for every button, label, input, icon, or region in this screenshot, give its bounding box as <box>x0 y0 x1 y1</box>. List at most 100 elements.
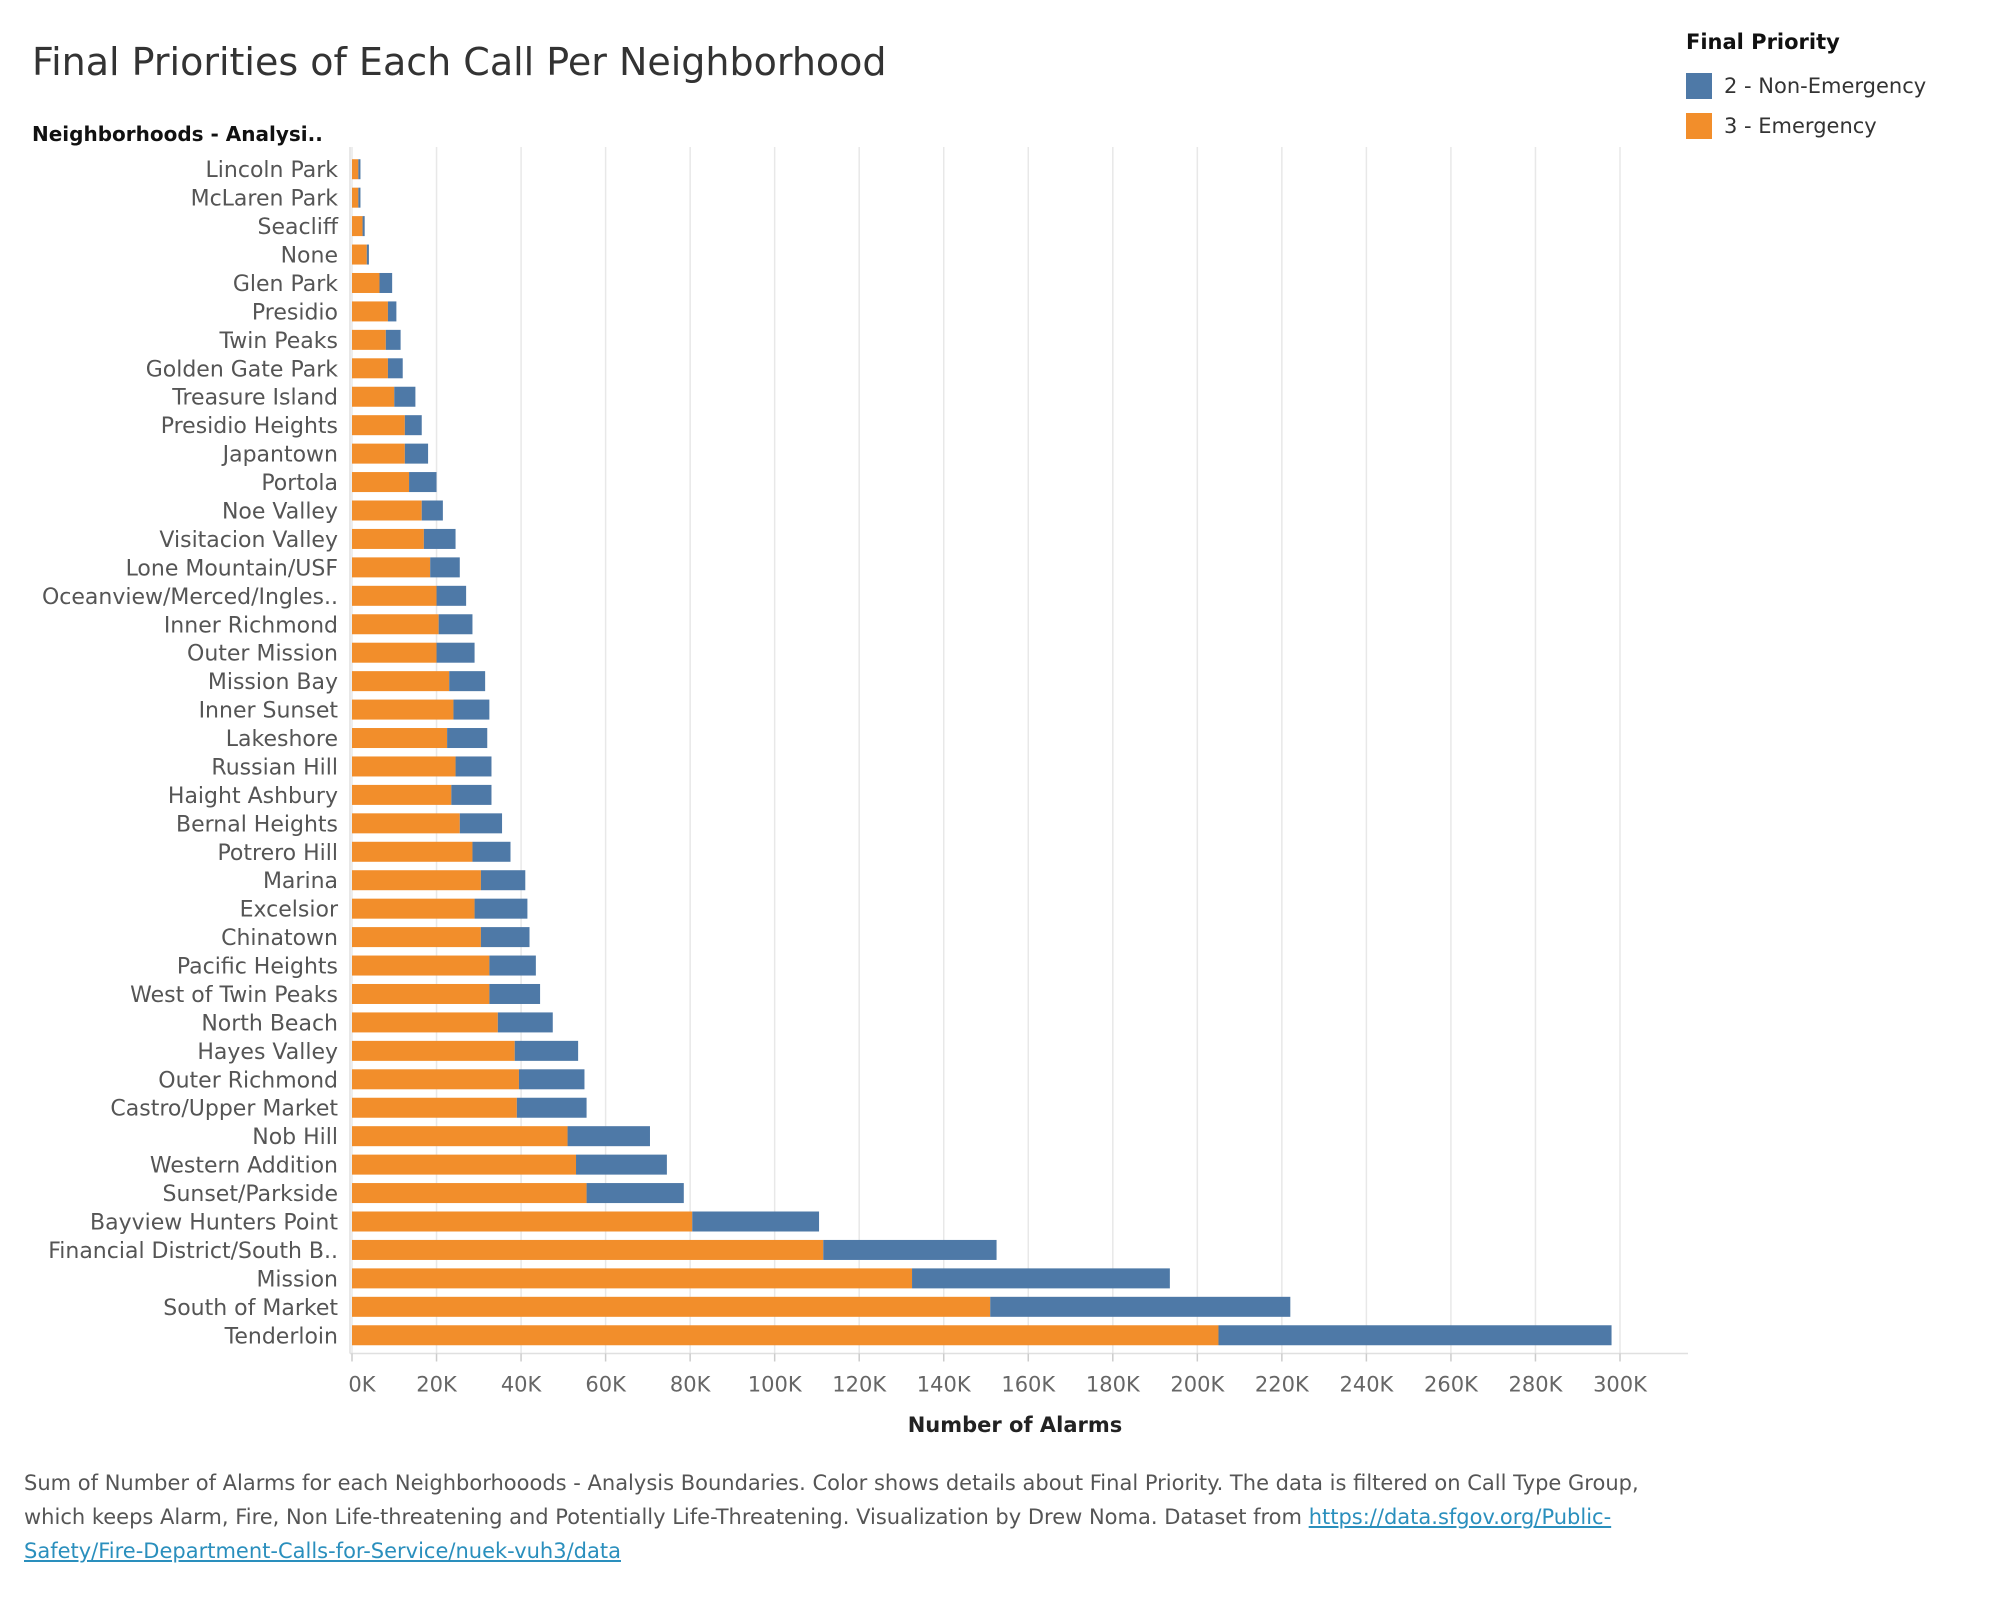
x-tick-label: 220K <box>1255 1372 1310 1396</box>
x-tick-label: 100K <box>748 1372 803 1396</box>
category-label: Lone Mountain/USF <box>126 556 338 581</box>
bar-emergency <box>352 955 490 976</box>
bar-non-emergency <box>586 1183 684 1204</box>
bar-emergency <box>352 216 363 237</box>
category-label: Seacliff <box>258 215 339 240</box>
bar-chart: 0K 20K 40K 60K 80K 100K 120K 140K 160K 180K 200K 22… <box>42 147 1688 1437</box>
bar-emergency <box>352 1154 577 1175</box>
category-label: Western Addition <box>150 1154 338 1179</box>
category-label: Visitacion Valley <box>159 528 338 553</box>
bar-non-emergency <box>447 728 488 749</box>
category-label: Golden Gate Park <box>146 357 339 382</box>
category-label: Mission <box>256 1267 338 1292</box>
x-tick-label: 120K <box>832 1372 887 1396</box>
category-label: Lincoln Park <box>206 158 339 183</box>
bar-emergency <box>352 642 437 663</box>
bar-emergency <box>352 358 388 379</box>
category-label: Japantown <box>221 443 338 468</box>
category-label: North Beach <box>201 1011 338 1036</box>
category-label: Oceanview/Merced/Ingles.. <box>42 585 338 610</box>
category-label: Mission Bay <box>208 670 338 695</box>
category-label: Chinatown <box>221 926 338 951</box>
category-label: Presidio Heights <box>161 414 338 439</box>
bar-non-emergency <box>912 1268 1170 1289</box>
bar-non-emergency <box>430 557 460 578</box>
category-label: Inner Sunset <box>199 699 339 724</box>
bar-emergency <box>352 841 473 862</box>
legend-item-emergency[interactable]: 3 - Emergency <box>1686 106 1926 146</box>
bar-emergency <box>352 386 395 407</box>
bar-emergency <box>352 472 410 493</box>
category-label: Sunset/Parkside <box>162 1182 338 1207</box>
bar-non-emergency <box>990 1296 1291 1317</box>
category-label: McLaren Park <box>191 187 339 212</box>
category-label: Nob Hill <box>252 1125 338 1150</box>
x-tick-label: 160K <box>1001 1372 1056 1396</box>
caption: Sum of Number of Alarms for each Neighbo… <box>24 1466 1684 1568</box>
category-label: Outer Richmond <box>158 1068 338 1093</box>
x-tick-label: 200K <box>1170 1372 1225 1396</box>
bar-non-emergency <box>379 272 393 293</box>
bar-emergency <box>352 329 386 350</box>
bar-emergency <box>352 1040 515 1061</box>
bar-non-emergency <box>409 472 437 493</box>
legend-label: 3 - Emergency <box>1724 114 1877 138</box>
dataset-link[interactable]: https://data.sfgov.org/Public-Safety/Fir… <box>24 1505 1612 1563</box>
bar-emergency <box>352 870 481 891</box>
bar-non-emergency <box>438 614 473 635</box>
category-label: Bernal Heights <box>176 812 338 837</box>
bar-non-emergency <box>472 841 511 862</box>
legend-swatch-emergency <box>1686 113 1712 139</box>
bar-emergency <box>352 784 452 805</box>
category-label: Inner Richmond <box>164 613 338 638</box>
bar-non-emergency <box>404 443 429 464</box>
bar-emergency <box>352 159 359 180</box>
bar-emergency <box>352 301 388 322</box>
bar-emergency <box>352 187 359 208</box>
row-axis-header[interactable]: Neighborhoods - Analysi.. <box>32 122 323 146</box>
bar-non-emergency <box>423 528 456 549</box>
bar-non-emergency <box>480 927 530 948</box>
bar-non-emergency <box>362 216 365 237</box>
bar-non-emergency <box>489 955 536 976</box>
bar-emergency <box>352 728 448 749</box>
bar-emergency <box>352 1069 519 1090</box>
x-tick-label: 240K <box>1339 1372 1394 1396</box>
legend-item-non-emergency[interactable]: 2 - Non-Emergency <box>1686 66 1926 106</box>
bar-emergency <box>352 1211 693 1232</box>
bar-emergency <box>352 1325 1219 1346</box>
category-label: Castro/Upper Market <box>110 1097 338 1122</box>
bar-non-emergency <box>1218 1325 1612 1346</box>
category-label: Treasure Island <box>171 386 338 411</box>
bar-emergency <box>352 699 454 720</box>
bar-emergency <box>352 528 424 549</box>
bar-emergency <box>352 898 475 919</box>
category-label: Tenderloin <box>224 1324 338 1349</box>
x-tick-label: 260K <box>1424 1372 1479 1396</box>
bar-non-emergency <box>451 784 492 805</box>
bar-emergency <box>352 671 450 692</box>
x-tick-label: 0K <box>348 1372 376 1396</box>
category-label: Bayview Hunters Point <box>90 1211 338 1236</box>
category-label: Twin Peaks <box>218 329 338 354</box>
bar-emergency <box>352 272 380 293</box>
category-label: Financial District/South B.. <box>48 1239 338 1264</box>
category-label: Outer Mission <box>187 642 338 667</box>
bar-emergency <box>352 443 405 464</box>
category-label: Potrero Hill <box>217 841 338 866</box>
bar-non-emergency <box>480 870 526 891</box>
bar-non-emergency <box>436 642 475 663</box>
bar-non-emergency <box>567 1126 650 1147</box>
legend-label: 2 - Non-Emergency <box>1724 74 1927 98</box>
bar-non-emergency <box>518 1069 585 1090</box>
x-axis-title: Number of Alarms <box>908 1413 1123 1437</box>
category-label: Excelsior <box>240 898 339 923</box>
bar-non-emergency <box>358 159 361 180</box>
bar-emergency <box>352 1239 824 1260</box>
caption-text: Sum of Number of Alarms for each Neighbo… <box>24 1471 1639 1529</box>
legend-swatch-non-emergency <box>1686 73 1712 99</box>
bar-emergency <box>352 1126 568 1147</box>
x-tick-label: 80K <box>670 1372 712 1396</box>
bar-emergency <box>352 983 490 1004</box>
bar-emergency <box>352 1183 587 1204</box>
